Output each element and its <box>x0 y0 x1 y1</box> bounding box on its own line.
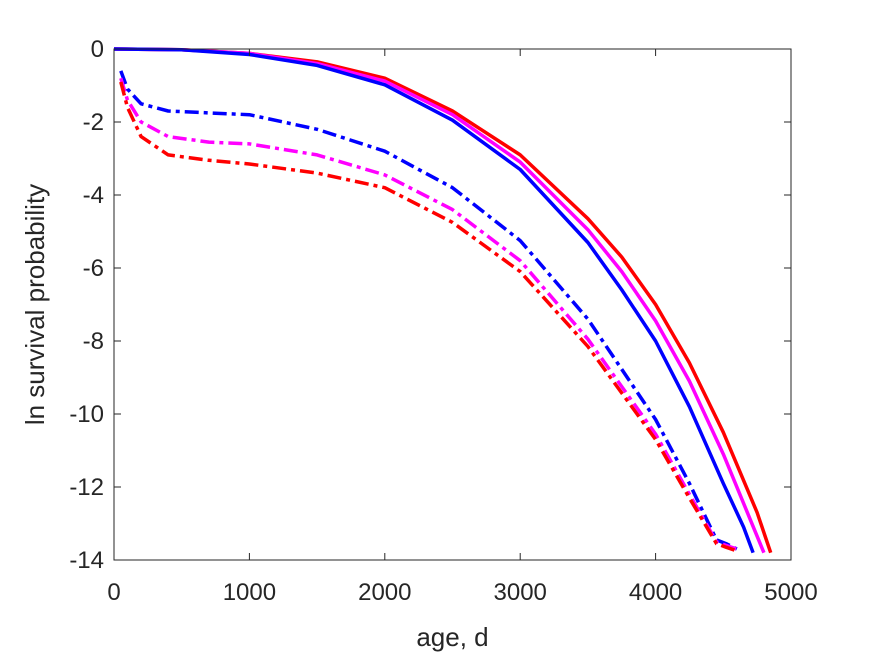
y-tick-label: -14 <box>69 547 104 574</box>
series-line-6 <box>119 81 738 553</box>
x-tick-label: 5000 <box>764 579 817 606</box>
x-tick-label: 0 <box>107 579 120 606</box>
x-axis-title: age, d <box>416 622 488 652</box>
x-tick-label: 1000 <box>223 579 276 606</box>
x-tick-label: 2000 <box>358 579 411 606</box>
y-tick-label: -6 <box>83 255 104 282</box>
tick-layer: 0 1000 2000 3000 4000 5000 0 -2 -4 -6 -8 -10 -12 -14 <box>69 36 817 606</box>
y-tick-label: -8 <box>83 328 104 355</box>
plot-frame <box>113 48 792 561</box>
x-tick-label: 3000 <box>494 579 547 606</box>
y-axis-title: ln survival probability <box>20 184 50 425</box>
x-tick-label: 4000 <box>629 579 682 606</box>
y-tick-label: -2 <box>83 109 104 136</box>
series-line-3 <box>113 47 755 554</box>
y-tick-label: -10 <box>69 401 104 428</box>
y-tick-label: 0 <box>91 36 104 63</box>
y-tick-label: -4 <box>83 182 104 209</box>
y-tick-label: -12 <box>69 474 104 501</box>
series-line-4 <box>119 70 738 551</box>
series-layer <box>113 47 773 554</box>
